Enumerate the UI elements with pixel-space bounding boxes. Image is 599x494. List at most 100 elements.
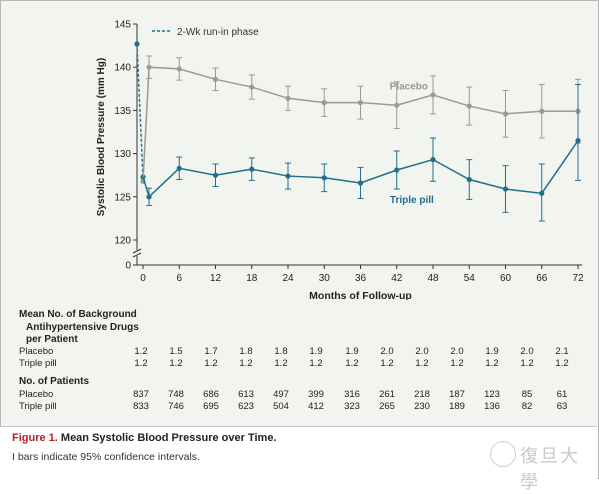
caption-title-line: Figure 1. Mean Systolic Blood Pressure o…	[12, 432, 277, 444]
drugs-header-line-1: Mean No. of Background	[19, 309, 137, 320]
x-tick-label: 72	[572, 273, 584, 284]
y-tick-label: 140	[114, 63, 131, 74]
placebo-data-point	[394, 102, 400, 108]
patients-cell: 748	[168, 389, 184, 400]
drugs-cell: 1.2	[555, 358, 569, 369]
triple-data-point	[357, 180, 364, 186]
drugs-cell: 1.2	[204, 358, 218, 369]
x-tick-label: 30	[319, 273, 331, 284]
placebo-data-point	[466, 103, 472, 109]
patients-cell: 837	[133, 389, 149, 400]
triple-data-point	[539, 190, 545, 196]
patients-cell: 218	[414, 389, 430, 400]
drugs-cell: 2.0	[450, 346, 464, 357]
x-tick-label: 24	[282, 273, 294, 284]
x-tick-label: 48	[427, 273, 439, 284]
patients-cell: 399	[308, 389, 324, 400]
patients-cell: 189	[449, 401, 465, 412]
figure-label: Figure 1.	[12, 432, 58, 444]
triple-data-point	[575, 138, 581, 144]
caption-note: I bars indicate 95% confidence intervals…	[12, 451, 200, 463]
x-tick-label: 6	[176, 273, 182, 284]
patients-cell: 412	[308, 401, 324, 412]
drugs-cell: 1.2	[450, 358, 464, 369]
patients-cell: 686	[203, 389, 219, 400]
drugs-cell: 1.2	[274, 358, 288, 369]
drugs-row-label: Placebo	[19, 346, 54, 357]
placebo-data-point	[502, 111, 509, 117]
university-watermark-logo: 復旦大學	[490, 441, 590, 493]
x-axis-title: Months of Follow-up	[309, 290, 412, 300]
y-tick-label: 0	[125, 261, 131, 272]
placebo-data-point	[357, 100, 364, 106]
patients-cell: 323	[344, 401, 360, 412]
drugs-cell: 1.9	[485, 346, 499, 357]
drugs-cell: 2.1	[555, 346, 569, 357]
drugs-cell: 1.2	[415, 358, 429, 369]
y-tick-label: 120	[114, 236, 131, 247]
y-tick-label: 125	[114, 192, 131, 203]
figure-title: Mean Systolic Blood Pressure over Time.	[60, 432, 277, 444]
placebo-series-line	[142, 66, 578, 182]
x-tick-label: 18	[246, 273, 258, 284]
x-tick-label: 60	[500, 273, 512, 284]
drugs-cell: 1.2	[485, 358, 499, 369]
triple-data-point	[249, 166, 255, 172]
drugs-cell: 2.0	[415, 346, 429, 357]
drugs-cell: 1.8	[274, 346, 288, 357]
patients-cell: 230	[414, 401, 430, 412]
patients-cell: 82	[521, 401, 533, 412]
placebo-data-point	[249, 84, 255, 90]
drugs-header-line-3: per Patient	[26, 334, 78, 345]
drugs-cell: 1.2	[520, 358, 534, 369]
placebo-data-point	[321, 100, 327, 106]
patients-cell: 497	[273, 389, 289, 400]
triple-series-label: Triple pill	[390, 195, 434, 206]
run-in-start-point	[134, 41, 140, 47]
drugs-cell: 1.2	[345, 358, 359, 369]
drugs-cell: 1.2	[380, 358, 394, 369]
patients-row-label: Triple pill	[19, 401, 57, 412]
triple-data-point	[212, 172, 219, 178]
patients-cell: 61	[556, 389, 568, 400]
drugs-cell: 1.2	[309, 358, 323, 369]
patients-cell: 123	[484, 389, 500, 400]
patients-row-label: Placebo	[19, 389, 54, 400]
placebo-data-point	[176, 66, 182, 72]
y-axis-title: Systolic Blood Pressure (mm Hg)	[96, 58, 107, 216]
patients-cell: 265	[379, 401, 395, 412]
y-tick-label: 145	[114, 20, 131, 31]
triple-data-point	[502, 186, 509, 192]
drugs-cell: 1.2	[169, 358, 183, 369]
drugs-cell: 1.8	[239, 346, 253, 357]
legend-label: 2-Wk run-in phase	[177, 27, 259, 38]
triple-data-point	[146, 194, 152, 200]
placebo-data-point	[146, 64, 152, 70]
triple-run-in-line	[136, 43, 144, 177]
triple-data-point	[466, 176, 472, 183]
drugs-cell: 1.9	[345, 346, 359, 357]
triple-data-point	[285, 173, 291, 179]
placebo-data-point	[285, 95, 291, 101]
patients-cell: 623	[238, 401, 254, 412]
y-axis-break-mark	[132, 252, 142, 258]
patients-cell: 833	[133, 401, 149, 412]
placebo-data-point	[539, 108, 545, 114]
drugs-cell: 2.0	[520, 346, 534, 357]
watermark-text: 復旦大學	[520, 446, 580, 493]
y-tick-label: 130	[114, 149, 131, 160]
triple-data-point	[176, 165, 182, 171]
placebo-data-point	[430, 92, 436, 98]
watermark-seal-icon	[490, 441, 516, 467]
drugs-header-line-2: Antihypertensive Drugs	[26, 321, 139, 333]
drugs-cell: 1.7	[204, 346, 218, 357]
patients-cell: 85	[521, 389, 533, 400]
triple-data-point	[321, 175, 327, 181]
x-tick-label: 42	[391, 273, 403, 284]
patients-header: No. of Patients	[19, 376, 90, 387]
patients-cell: 136	[484, 401, 500, 412]
x-tick-label: 0	[140, 273, 146, 284]
drugs-cell: 1.2	[134, 358, 148, 369]
patients-cell: 504	[273, 401, 289, 412]
drugs-cell: 1.2	[134, 346, 148, 357]
